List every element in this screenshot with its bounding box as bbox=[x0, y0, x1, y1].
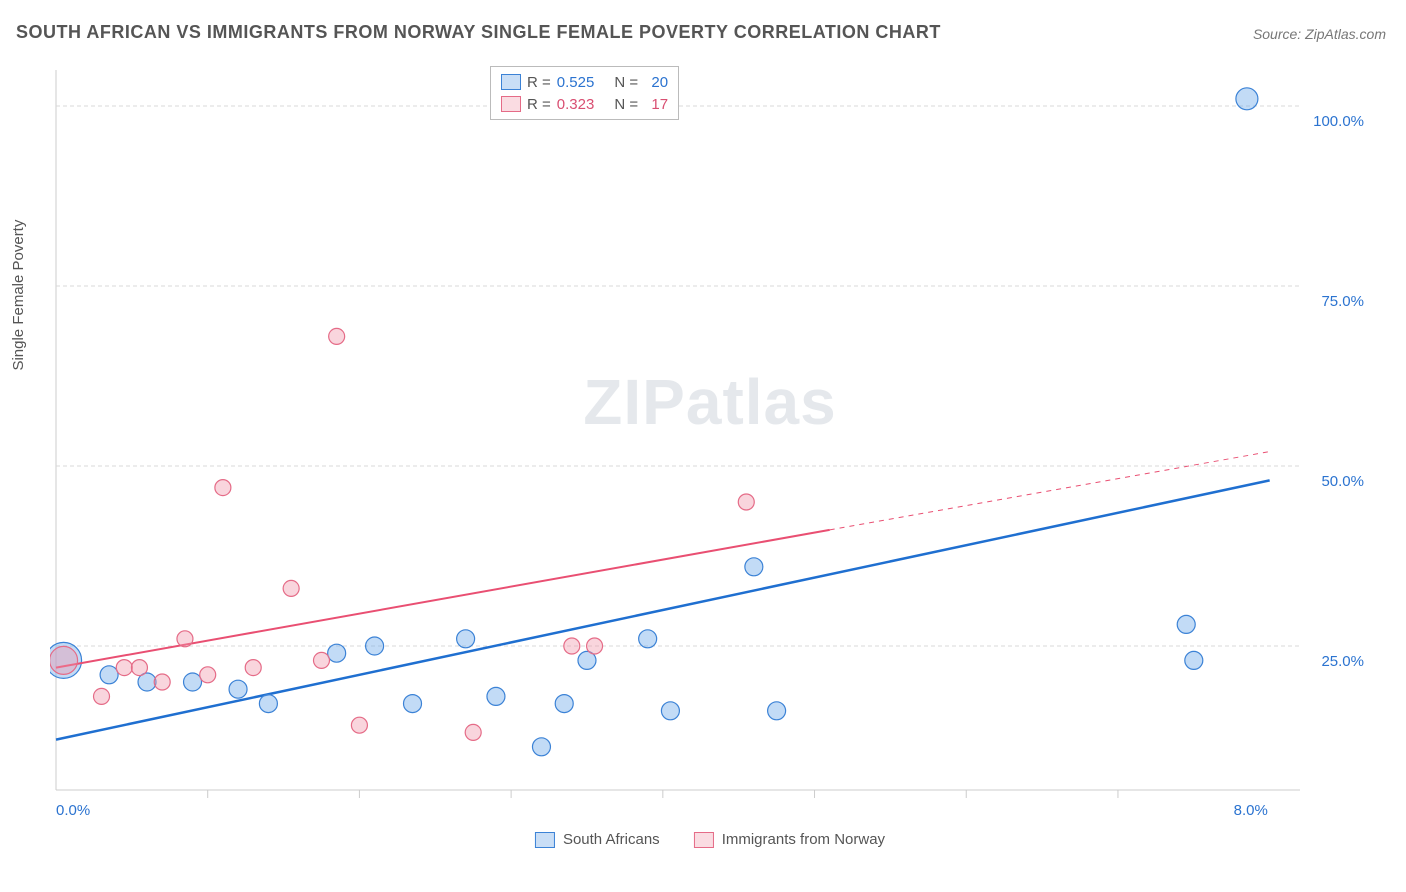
data-point-sa bbox=[366, 637, 384, 655]
legend-row-no: R = 0.323 N = 17 bbox=[501, 93, 668, 115]
data-point-no bbox=[131, 660, 147, 676]
data-point-sa bbox=[328, 644, 346, 662]
y-tick-label: 100.0% bbox=[1313, 113, 1364, 130]
data-point-sa bbox=[1185, 651, 1203, 669]
data-point-no bbox=[738, 494, 754, 510]
legend-N-value-no: 17 bbox=[644, 96, 668, 113]
correlation-legend: R = 0.525 N = 20 R = 0.323 N = 17 bbox=[490, 66, 679, 120]
legend-N-label: N = bbox=[614, 96, 638, 113]
plot-area: 25.0%50.0%75.0%100.0% ZIPatlas R =0.525N… bbox=[50, 60, 1370, 820]
data-point-no bbox=[351, 717, 367, 733]
x-tick-label: 0.0% bbox=[56, 802, 90, 819]
data-point-no bbox=[177, 631, 193, 647]
y-tick-label: 50.0% bbox=[1321, 473, 1364, 490]
data-point-no bbox=[50, 646, 78, 674]
data-point-no bbox=[245, 660, 261, 676]
chart-container: SOUTH AFRICAN VS IMMIGRANTS FROM NORWAY … bbox=[0, 0, 1406, 892]
y-tick-label: 25.0% bbox=[1321, 653, 1364, 670]
data-point-no bbox=[313, 652, 329, 668]
chart-title: SOUTH AFRICAN VS IMMIGRANTS FROM NORWAY … bbox=[16, 22, 941, 43]
data-point-no bbox=[200, 667, 216, 683]
data-point-sa bbox=[639, 630, 657, 648]
legend-N-value-sa: 20 bbox=[644, 74, 668, 91]
data-point-no bbox=[94, 688, 110, 704]
series-legend-item: Immigrants from Norway bbox=[694, 831, 885, 848]
data-point-sa bbox=[1177, 615, 1195, 633]
legend-row-sa: R = 0.525 N = 20 bbox=[501, 71, 668, 93]
data-point-sa bbox=[229, 680, 247, 698]
legend-R-label: R = bbox=[527, 96, 551, 113]
data-point-no bbox=[465, 724, 481, 740]
data-point-sa bbox=[1236, 88, 1258, 110]
data-point-sa bbox=[745, 558, 763, 576]
data-point-no bbox=[329, 328, 345, 344]
data-point-sa bbox=[487, 687, 505, 705]
data-point-no bbox=[587, 638, 603, 654]
y-axis-label: Single Female Poverty bbox=[10, 220, 27, 371]
data-point-no bbox=[154, 674, 170, 690]
data-point-sa bbox=[768, 702, 786, 720]
data-point-sa bbox=[555, 695, 573, 713]
y-tick-label: 75.0% bbox=[1321, 293, 1364, 310]
chart-svg: 25.0% 50.0% 75.0% 100.0% bbox=[50, 60, 1370, 820]
legend-R-value-no: 0.323 bbox=[557, 96, 595, 113]
series-legend: South Africans Immigrants from Norway bbox=[535, 831, 885, 848]
legend-R-label: R = bbox=[527, 74, 551, 91]
legend-swatch-sa bbox=[501, 74, 521, 90]
data-point-sa bbox=[661, 702, 679, 720]
legend-N-label: N = bbox=[614, 74, 638, 91]
data-point-sa bbox=[184, 673, 202, 691]
legend-swatch bbox=[694, 832, 714, 848]
legend-R-value-sa: 0.525 bbox=[557, 74, 595, 91]
source-attribution: Source: ZipAtlas.com bbox=[1253, 26, 1386, 42]
series-legend-item: South Africans bbox=[535, 831, 660, 848]
data-point-sa bbox=[457, 630, 475, 648]
data-point-no bbox=[116, 660, 132, 676]
legend-swatch bbox=[535, 832, 555, 848]
x-tick-label: 8.0% bbox=[1234, 802, 1268, 819]
data-point-no bbox=[564, 638, 580, 654]
legend-label: South Africans bbox=[563, 831, 660, 848]
legend-swatch-no bbox=[501, 96, 521, 112]
data-point-sa bbox=[100, 666, 118, 684]
data-point-sa bbox=[532, 738, 550, 756]
legend-label: Immigrants from Norway bbox=[722, 831, 885, 848]
data-point-no bbox=[283, 580, 299, 596]
data-point-sa bbox=[259, 695, 277, 713]
data-point-sa bbox=[404, 695, 422, 713]
data-point-no bbox=[215, 480, 231, 496]
